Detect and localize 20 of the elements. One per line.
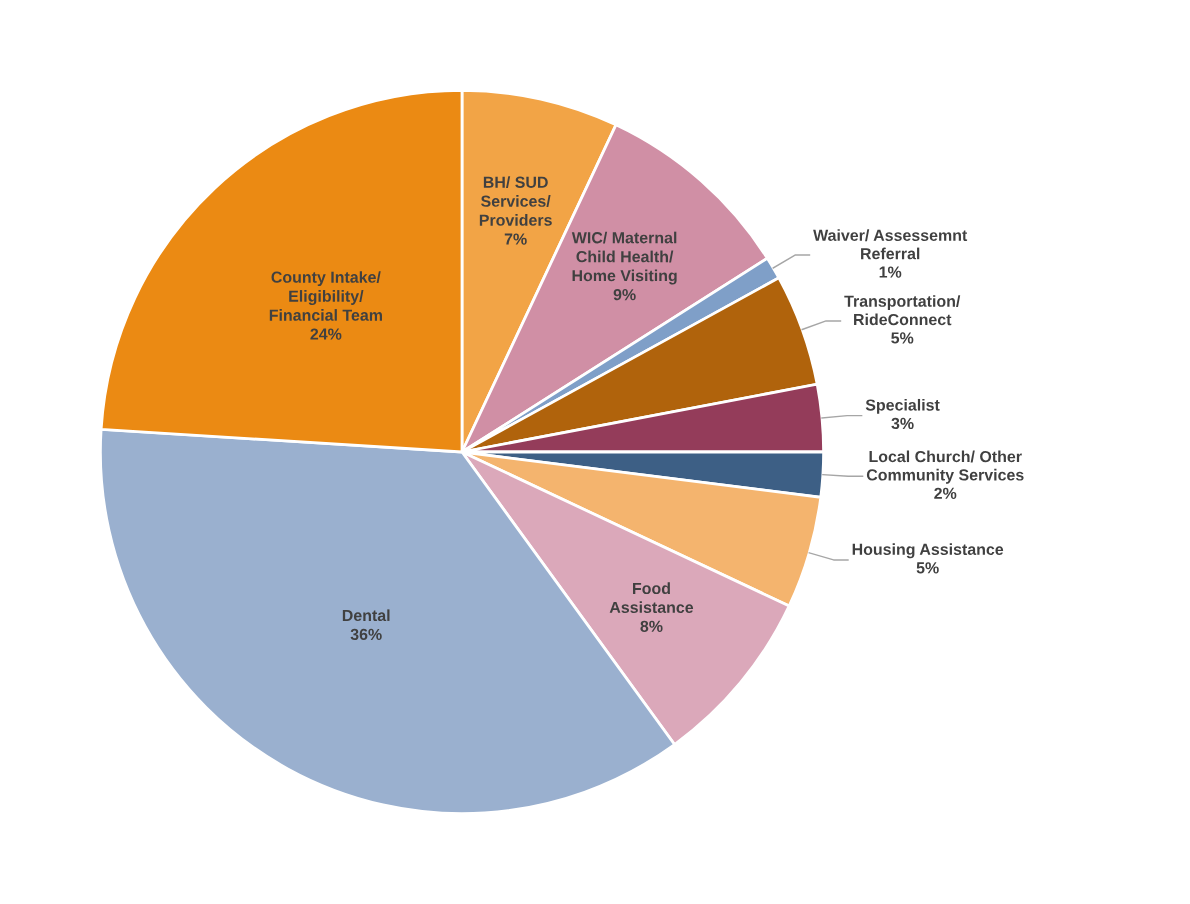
slice-label: Dental	[342, 609, 390, 622]
slice-label: Transportation/ RideConnect	[844, 295, 961, 326]
data-label: 24%	[310, 328, 342, 340]
data-label: 1%	[879, 266, 902, 278]
slice-label: Waiver/ Assessemnt Referral	[813, 229, 968, 260]
data-label: 2%	[934, 487, 957, 499]
slice-label: WIC/ Maternal Child Health/ Home Visiting	[571, 231, 677, 285]
slice-label: Food Assistance	[609, 582, 694, 614]
data-label: 5%	[916, 562, 939, 574]
data-label: 36%	[350, 628, 382, 641]
data-label: 7%	[504, 233, 527, 245]
slice-label: Housing Assistance	[852, 543, 1004, 559]
data-label: 9%	[613, 288, 636, 301]
data-label: 5%	[891, 332, 914, 344]
data-label: 8%	[640, 620, 663, 632]
slice-label: Local Church/ Other Community Services	[866, 450, 1024, 484]
slice-label: County Intake/ Eligibility/ Financial Team	[269, 271, 382, 321]
data-label: 3%	[891, 417, 914, 430]
slice-label: BH/ SUD Services/ Providers	[479, 176, 552, 226]
slice-label: Specialist	[865, 398, 940, 414]
